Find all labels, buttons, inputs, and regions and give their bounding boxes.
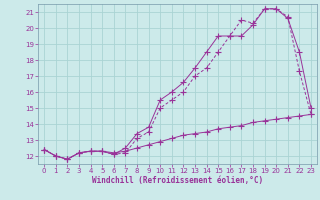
X-axis label: Windchill (Refroidissement éolien,°C): Windchill (Refroidissement éolien,°C) xyxy=(92,176,263,185)
